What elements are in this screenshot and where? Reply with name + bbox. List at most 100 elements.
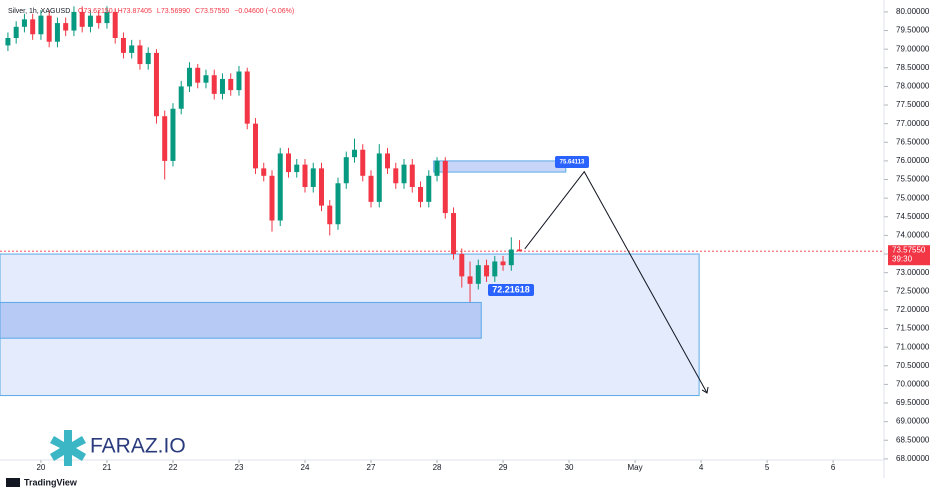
candle-body bbox=[120, 37, 126, 53]
y-tick-label: 76.50000 bbox=[896, 137, 930, 146]
callout-box bbox=[555, 156, 589, 168]
x-tick-label: 22 bbox=[169, 463, 178, 472]
candle-body bbox=[335, 183, 341, 225]
x-tick-label: 23 bbox=[235, 463, 244, 472]
y-tick-label: 70.00000 bbox=[896, 379, 930, 388]
candle-body bbox=[434, 160, 440, 176]
candle-body bbox=[104, 11, 110, 24]
candle-body bbox=[46, 15, 52, 42]
candle-body bbox=[145, 52, 151, 65]
ohlc-value: O73.62150 bbox=[78, 8, 113, 15]
candle-body bbox=[178, 86, 184, 109]
candle-body bbox=[211, 75, 217, 94]
y-tick-label: 71.00000 bbox=[896, 342, 930, 351]
candle-body bbox=[63, 23, 69, 31]
candle-body bbox=[459, 254, 465, 277]
candle-body bbox=[467, 276, 473, 284]
logo-mark bbox=[50, 430, 86, 466]
candle-body bbox=[13, 26, 19, 38]
candle-body bbox=[442, 160, 448, 214]
y-tick-label: 77.50000 bbox=[896, 100, 930, 109]
candle-body bbox=[500, 261, 506, 266]
last-price-label: 73.57550 bbox=[892, 245, 926, 254]
x-tick-label: 28 bbox=[433, 463, 442, 472]
y-tick-label: 78.50000 bbox=[896, 63, 930, 72]
candle-body bbox=[294, 164, 300, 173]
candle-body bbox=[30, 19, 36, 35]
y-tick-label: 75.00000 bbox=[896, 193, 930, 202]
y-tick-label: 77.00000 bbox=[896, 119, 930, 128]
x-tick-label: May bbox=[628, 463, 643, 472]
candle-body bbox=[153, 52, 159, 117]
watermark: FARAZ.IO bbox=[90, 435, 186, 458]
candle-body bbox=[252, 123, 258, 169]
y-tick-label: 78.00000 bbox=[896, 82, 930, 91]
x-tick-label: 24 bbox=[301, 463, 310, 472]
candle-body bbox=[162, 116, 168, 161]
candle-body bbox=[376, 153, 382, 202]
candle-body bbox=[129, 45, 135, 53]
zone bbox=[433, 160, 567, 173]
x-tick-label: 27 bbox=[367, 463, 376, 472]
candle-body bbox=[426, 175, 432, 202]
countdown: 39:30 bbox=[892, 254, 913, 263]
y-tick-label: 79.00000 bbox=[896, 44, 930, 53]
candle-body bbox=[54, 23, 60, 42]
callout-label: 75.64113 bbox=[560, 160, 585, 166]
candle-body bbox=[360, 149, 366, 176]
x-tick-label: 5 bbox=[765, 463, 770, 472]
x-tick-label: 6 bbox=[831, 463, 836, 472]
y-tick-label: 70.50000 bbox=[896, 361, 930, 370]
y-tick-label: 69.00000 bbox=[896, 417, 930, 426]
y-tick-label: 72.50000 bbox=[896, 286, 930, 295]
y-tick-label: 79.50000 bbox=[896, 26, 930, 35]
chart-title: Silver, 1h, XAGUSD bbox=[8, 8, 70, 15]
candle-body bbox=[79, 11, 85, 27]
candle-body bbox=[484, 265, 490, 277]
x-tick-label: 21 bbox=[102, 463, 111, 472]
candle-body bbox=[517, 249, 523, 252]
y-tick-label: 74.00000 bbox=[896, 231, 930, 240]
candle-body bbox=[269, 175, 275, 221]
last-price-tag bbox=[888, 245, 930, 266]
candle-body bbox=[170, 108, 176, 161]
candle-body bbox=[203, 75, 209, 83]
callout-label: 72.21618 bbox=[492, 284, 530, 294]
footer-text: TradingView bbox=[24, 477, 78, 487]
candle-body bbox=[137, 45, 143, 65]
y-tick-label: 68.00000 bbox=[896, 454, 930, 463]
candle-body bbox=[5, 37, 11, 46]
candle-body bbox=[385, 153, 391, 169]
x-tick-label: 29 bbox=[499, 463, 508, 472]
candle-body bbox=[327, 205, 333, 225]
candle-body bbox=[319, 168, 325, 206]
x-tick-label: 20 bbox=[36, 463, 45, 472]
watermark-logo bbox=[50, 430, 86, 466]
candle-body bbox=[393, 168, 399, 184]
candle-body bbox=[352, 149, 358, 158]
candle-body bbox=[71, 11, 77, 31]
candle-body bbox=[38, 15, 44, 35]
y-tick-label: 74.50000 bbox=[896, 212, 930, 221]
candle-body bbox=[236, 71, 242, 91]
candle-body bbox=[112, 11, 118, 38]
y-tick-label: 73.00000 bbox=[896, 268, 930, 277]
candle-body bbox=[261, 168, 267, 176]
y-tick-label: 76.00000 bbox=[896, 156, 930, 165]
candle-body bbox=[508, 249, 514, 266]
candle-body bbox=[21, 19, 27, 27]
candle-body bbox=[475, 265, 481, 284]
y-tick-label: 75.50000 bbox=[896, 175, 930, 184]
y-tick-label: 80.00000 bbox=[896, 7, 930, 16]
y-tick-label: 72.00000 bbox=[896, 305, 930, 314]
candle-body bbox=[244, 71, 250, 124]
candle-body bbox=[343, 157, 349, 184]
candle-body bbox=[219, 78, 225, 94]
callout-box bbox=[488, 284, 534, 296]
candle-body bbox=[401, 164, 407, 184]
candle-body bbox=[87, 15, 93, 27]
zone bbox=[0, 301, 482, 339]
ohlc-value: L73.56990 bbox=[157, 8, 190, 15]
ohlc-value: C73.57550 bbox=[195, 8, 229, 15]
